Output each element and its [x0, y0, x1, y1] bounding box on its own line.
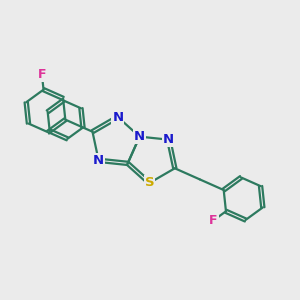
- Text: N: N: [134, 130, 145, 143]
- Text: N: N: [112, 111, 123, 124]
- Text: N: N: [163, 133, 174, 146]
- Text: S: S: [145, 176, 154, 189]
- Text: F: F: [38, 68, 46, 81]
- Text: F: F: [209, 214, 218, 227]
- Text: N: N: [93, 154, 104, 167]
